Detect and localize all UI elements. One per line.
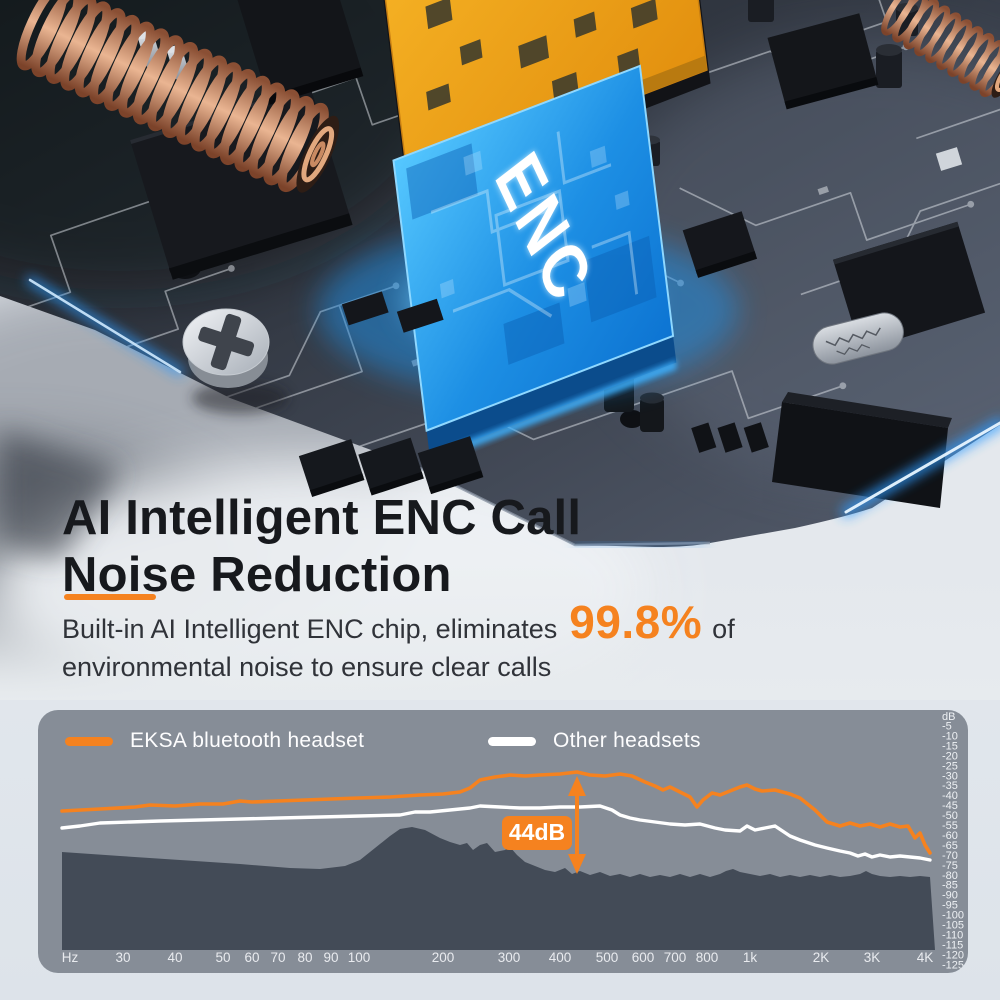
x-tick-label: 70 [270, 950, 285, 965]
x-tick-label: 200 [432, 950, 455, 965]
description-tail: of [712, 614, 735, 644]
copper-coil-right [881, 0, 1000, 98]
y-tick-label: -80 [942, 870, 958, 882]
y-tick-label: -50 [942, 810, 958, 822]
legend-item-eksa: EKSA bluetooth headset [65, 726, 364, 756]
enc-chip-patches [406, 143, 657, 365]
x-axis-labels: Hz 30 40 50 60 70 80 90 100 200 300 400 500 600 700 800… [62, 950, 934, 965]
x-tick-label: 80 [297, 950, 312, 965]
page-title-line1: AI Intelligent ENC Call [62, 491, 582, 545]
legend-label-eksa: EKSA bluetooth headset [130, 729, 365, 752]
y-tick-label: -105 [942, 920, 964, 932]
legend-swatch-eksa [65, 736, 113, 746]
hero-scene: ENC ENC [0, 0, 1000, 700]
x-tick-label: 800 [696, 950, 719, 965]
y-tick-label: -55 [942, 820, 958, 832]
description: Built-in AI Intelligent ENC chip, elimin… [62, 596, 822, 686]
screw-cross-slot [198, 313, 255, 371]
description-line1: Built-in AI Intelligent ENC chip, elimin… [62, 596, 822, 648]
x-tick-label: 30 [115, 950, 130, 965]
blue-edge-glow [26, 276, 1000, 548]
enc-chip-pads [439, 145, 630, 308]
chart-legend: EKSA bluetooth headset Other headsets [38, 726, 968, 756]
legend-swatch-other [488, 736, 536, 746]
series-line-other-headsets [60, 804, 932, 862]
legend-item-other: Other headsets [488, 726, 701, 756]
copper-coil-left [16, 0, 340, 193]
screw [182, 308, 288, 414]
x-tick-label: 3K [864, 950, 881, 965]
x-tick-label: 300 [498, 950, 521, 965]
y-tick-label: -75 [942, 860, 958, 872]
y-axis-labels: dB-5-10-15-20-25-30-35-40-45-50-55-60-65… [942, 711, 964, 971]
y-tick-label: -65 [942, 840, 958, 852]
series-line-eksa [60, 770, 932, 855]
x-tick-label: 1k [743, 950, 758, 965]
annotation-badge-label: 44dB [509, 819, 565, 845]
description-line2: environmental noise to ensure clear call… [62, 652, 552, 682]
y-tick-label: -40 [942, 790, 958, 802]
x-tick-label: 400 [549, 950, 572, 965]
hero-fade [0, 560, 1000, 700]
annotation-arrow-head-top [568, 776, 586, 796]
white-sticker [935, 147, 963, 171]
y-tick-label: -10 [942, 730, 958, 742]
description-lead: Built-in AI Intelligent ENC chip, elimin… [62, 614, 558, 644]
y-tick-label: -120 [942, 949, 964, 961]
y-tick-label: -100 [942, 910, 964, 922]
enc-chip: ENC ENC [392, 64, 678, 464]
y-tick-label: -5 [942, 721, 952, 733]
x-tick-label: 500 [596, 950, 619, 965]
small-chips-left [341, 291, 444, 333]
accent-divider [64, 594, 156, 600]
x-tick-label: Hz [62, 950, 79, 965]
y-tick-label: -85 [942, 880, 958, 892]
crystal-oscillator [812, 312, 904, 365]
black-cube [682, 211, 758, 278]
x-tick-label: 700 [664, 950, 687, 965]
y-tick-label: -125 [942, 959, 964, 971]
chart-svg: 44dB Hz 30 40 50 60 70 80 90 100 200 300 400 500 600 7… [60, 711, 964, 971]
enc-chip-circuit-pattern [430, 131, 639, 318]
y-tick-label: -30 [942, 770, 958, 782]
y-tick-label: -70 [942, 850, 958, 862]
y-tick-label: -90 [942, 890, 958, 902]
y-tick-label: -45 [942, 800, 958, 812]
x-tick-label: 4K [917, 950, 934, 965]
y-tick-label: -110 [942, 929, 963, 941]
jumper-blocks [691, 422, 769, 453]
annotation-badge [502, 816, 572, 850]
x-tick-label: 600 [632, 950, 655, 965]
blurred-board-fragment [0, 430, 120, 560]
x-tick-label: 60 [244, 950, 259, 965]
chart-panel: 44dB Hz 30 40 50 60 70 80 90 100 200 300 400 500 600 7… [38, 710, 968, 973]
x-tick-label: 2K [813, 950, 830, 965]
chart-annotation: 44dB [502, 776, 586, 874]
y-tick-label: -35 [942, 780, 958, 792]
legend-label-other: Other headsets [553, 729, 701, 752]
x-tick-label: 50 [215, 950, 230, 965]
x-tick-label: 40 [167, 950, 182, 965]
chart-series [60, 770, 935, 950]
black-box-top-right [767, 13, 879, 110]
y-tick-label: -20 [942, 750, 958, 762]
highlight-percentage: 99.8% [569, 596, 703, 648]
y-tick-label: -95 [942, 900, 958, 912]
board-hole [620, 410, 644, 428]
annotation-arrow-head-bottom [568, 854, 586, 874]
page-title-line2: Noise Reduction [62, 547, 452, 602]
y-tick-label: -115 [942, 939, 963, 951]
y-tick-label: -15 [942, 740, 958, 752]
x-tick-label: 100 [348, 950, 371, 965]
y-tick-label: -25 [942, 760, 958, 772]
x-tick-label: 90 [323, 950, 338, 965]
stepped-components [298, 436, 484, 497]
y-tick-label: -60 [942, 830, 958, 842]
noise-floor-area [62, 827, 935, 950]
y-tick-label: dB [942, 711, 955, 723]
page-title: AI Intelligent ENC Call Noise Reduction [62, 490, 581, 604]
